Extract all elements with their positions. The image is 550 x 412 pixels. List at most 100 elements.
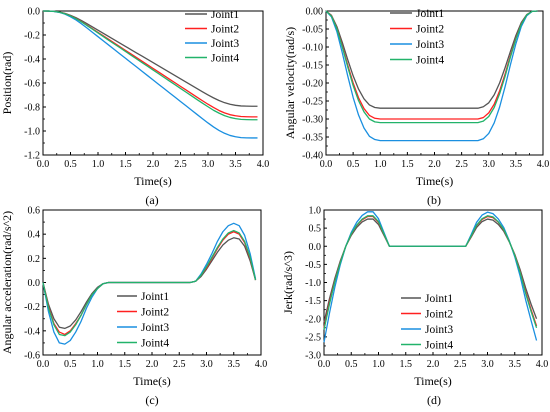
x-tick-label: 2.5 bbox=[173, 359, 186, 370]
x-tick-label: 0.5 bbox=[64, 159, 77, 170]
x-tick-label: 4.0 bbox=[536, 359, 549, 370]
series-line-joint1 bbox=[42, 10, 258, 107]
legend-label-joint2: Joint2 bbox=[416, 24, 444, 36]
x-tick-label: 4.0 bbox=[255, 359, 268, 370]
y-tick-label: 0.0 bbox=[309, 242, 322, 253]
series-line-joint4 bbox=[323, 215, 538, 330]
y-tick-label: -0.15 bbox=[302, 61, 323, 72]
x-tick-label: 0.5 bbox=[347, 159, 360, 170]
legend-label-joint3: Joint3 bbox=[211, 38, 239, 50]
y-tick-label: -1.2 bbox=[24, 151, 40, 162]
x-tick-label: 1.5 bbox=[119, 159, 132, 170]
y-tick-label: -2.5 bbox=[305, 332, 321, 343]
y-tick-label: -2.0 bbox=[305, 314, 321, 325]
x-axis-title: Time(s) bbox=[133, 374, 171, 388]
y-tick-label: -0.30 bbox=[302, 115, 323, 126]
y-tick-label: -1.0 bbox=[305, 278, 321, 289]
x-tick-label: 3.5 bbox=[229, 159, 242, 170]
x-tick-label: 2.5 bbox=[174, 159, 187, 170]
y-tick-label: 0.2 bbox=[28, 254, 41, 265]
x-tick-label: 0.0 bbox=[37, 159, 50, 170]
panel-label: (c) bbox=[145, 393, 158, 407]
y-tick-label: 0.0 bbox=[28, 7, 41, 18]
x-tick-label: 3.5 bbox=[228, 359, 241, 370]
legend-label-joint1: Joint1 bbox=[416, 8, 444, 20]
legend-label-joint4: Joint4 bbox=[211, 53, 239, 65]
x-tick-label: 2.0 bbox=[147, 159, 160, 170]
y-tick-label: -0.6 bbox=[24, 79, 40, 90]
y-tick-label: -0.40 bbox=[302, 151, 323, 162]
legend: Joint1 Joint2 Joint3 Joint4 bbox=[390, 8, 444, 67]
chart-panel-b: 0.0 0.5 1.0 1.5 2.0 2.5 3.0 3.5 4.0 0.00 -0.05 -0.1… bbox=[283, 7, 549, 208]
x-tick-label: 3.0 bbox=[200, 359, 213, 370]
legend-label-joint3: Joint3 bbox=[141, 322, 169, 334]
x-tick-label: 4.0 bbox=[537, 159, 550, 170]
legend: Joint1 Joint2 Joint3 Joint4 bbox=[185, 9, 239, 65]
legend-label-joint4: Joint4 bbox=[416, 55, 444, 67]
chart-panel-c: 0.0 0.5 1.0 1.5 2.0 2.5 3.0 3.5 4.00.60.40.20.0-… bbox=[0, 206, 267, 408]
y-tick-label: -0.8 bbox=[24, 103, 40, 114]
x-tick-label: 2.5 bbox=[455, 159, 468, 170]
x-tick-label: 1.5 bbox=[119, 359, 132, 370]
y-tick-label: -0.35 bbox=[302, 133, 323, 144]
x-tick-label: 1.5 bbox=[401, 159, 414, 170]
series-line-joint4 bbox=[42, 229, 257, 337]
x-tick-label: 2.0 bbox=[427, 359, 440, 370]
y-tick-label: -3.0 bbox=[305, 351, 321, 362]
legend: Joint1 Joint2 Joint3 Joint4 bbox=[401, 293, 453, 352]
legend-label-joint3: Joint3 bbox=[416, 39, 444, 51]
legend-label-joint1: Joint1 bbox=[141, 291, 169, 303]
x-axis-title: Time(s) bbox=[134, 174, 172, 188]
x-tick-label: 3.0 bbox=[481, 359, 494, 370]
x-tick-label: 0.0 bbox=[318, 359, 331, 370]
series-line-joint2 bbox=[325, 10, 538, 120]
legend: Joint1 Joint2 Joint3 Joint4 bbox=[117, 291, 169, 350]
y-tick-label: -0.20 bbox=[302, 79, 323, 90]
y-tick-label: -0.25 bbox=[302, 97, 323, 108]
y-axis-title: Angular acceleration(rad/s^2) bbox=[0, 211, 14, 354]
x-tick-label: 0.0 bbox=[37, 359, 50, 370]
panel-label: (d) bbox=[427, 393, 441, 407]
y-tick-label: -1.0 bbox=[24, 127, 40, 138]
x-tick-label: 3.0 bbox=[202, 159, 215, 170]
series-line-joint1 bbox=[325, 10, 538, 109]
y-tick-label: -0.2 bbox=[24, 302, 40, 313]
y-tick-label: 0.00 bbox=[306, 7, 324, 18]
series-line-joint3 bbox=[42, 10, 258, 139]
x-tick-label: 2.5 bbox=[454, 359, 467, 370]
x-tick-label: 0.5 bbox=[345, 359, 358, 370]
y-tick-label: -1.5 bbox=[305, 296, 321, 307]
chart-panel-d: 0.0 0.5 1.0 1.5 2.0 2.5 3.0 3.5 4.0 1.0 0.5 0.0 -0.5… bbox=[281, 206, 548, 408]
x-tick-label: 0.5 bbox=[64, 359, 77, 370]
y-tick-label: -0.6 bbox=[24, 351, 40, 362]
x-tick-label: 3.0 bbox=[483, 159, 496, 170]
x-axis-title: Time(s) bbox=[416, 174, 454, 188]
y-tick-label: -0.2 bbox=[24, 31, 40, 42]
legend-label-joint1: Joint1 bbox=[425, 293, 453, 305]
series-line-joint1 bbox=[323, 218, 538, 323]
y-tick-label: 0.0 bbox=[28, 278, 41, 289]
x-tick-label: 4.0 bbox=[257, 159, 270, 170]
x-tick-label: 3.5 bbox=[510, 159, 523, 170]
y-axis-title: Jerk(rad/s^3) bbox=[281, 251, 295, 314]
y-axis-title: Angular velocity(rad/s) bbox=[283, 27, 297, 139]
y-tick-label: -0.4 bbox=[24, 55, 40, 66]
legend-label-joint4: Joint4 bbox=[141, 338, 169, 350]
y-tick-label: 0.4 bbox=[28, 230, 41, 241]
x-tick-label: 1.0 bbox=[374, 159, 387, 170]
y-axis-title: Position(rad) bbox=[0, 52, 14, 115]
x-tick-label: 1.5 bbox=[400, 359, 413, 370]
y-tick-label: 1.0 bbox=[309, 206, 322, 217]
x-tick-label: 1.0 bbox=[372, 359, 385, 370]
y-tick-label: -0.10 bbox=[302, 43, 323, 54]
legend-label-joint2: Joint2 bbox=[211, 24, 239, 36]
x-tick-label: 3.5 bbox=[509, 359, 522, 370]
y-tick-label: -0.05 bbox=[302, 25, 323, 36]
panel-label: (a) bbox=[145, 193, 158, 207]
legend-label-joint3: Joint3 bbox=[425, 324, 453, 336]
y-tick-label: 0.5 bbox=[309, 224, 322, 235]
x-tick-label: 1.0 bbox=[92, 159, 105, 170]
y-tick-label: 0.6 bbox=[28, 206, 41, 217]
chart-panel-a: 0.0 0.5 1.0 1.5 2.0 2.5 3.0 3.5 4.0 0.0 -0.2 -0.4 -0… bbox=[0, 7, 269, 208]
y-tick-label: -0.4 bbox=[24, 326, 40, 337]
